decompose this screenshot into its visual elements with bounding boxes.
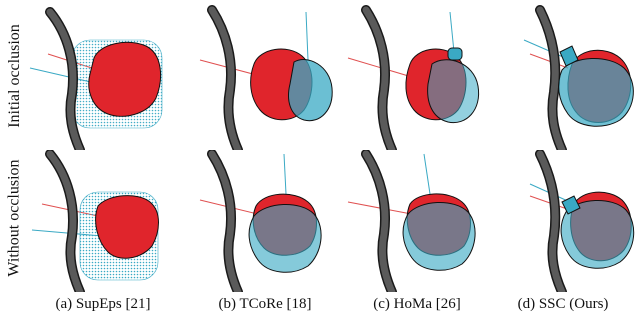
stem: [208, 6, 242, 150]
axis-ray-red: [529, 53, 569, 69]
caption-ssc: (d) SSC (Ours): [517, 296, 609, 312]
shape-estimate: [558, 57, 634, 127]
panel-ssc-initial: [490, 4, 639, 150]
shape-estimate: [427, 59, 480, 124]
fruit: [95, 195, 159, 259]
stem: [362, 150, 396, 292]
shape-estimate: [402, 201, 476, 271]
panel-homa-initial: [342, 4, 492, 150]
stem: [46, 8, 84, 150]
panel-supeps-full: [28, 150, 178, 292]
stem: [536, 150, 566, 292]
shape-estimate: [248, 203, 322, 273]
panel-ssc-full: [490, 150, 639, 292]
stem: [362, 6, 396, 150]
axis-ray-cyan: [449, 11, 455, 53]
panel-tcore-initial: [190, 4, 340, 150]
stem: [208, 150, 242, 292]
panel-tcore-full: [190, 150, 340, 292]
axis-ray-cyan: [305, 11, 309, 61]
stem: [536, 6, 566, 150]
shape-estimate: [560, 199, 635, 269]
peduncle-estimate: [559, 45, 579, 67]
peduncle-estimate: [447, 47, 463, 61]
row-label-initial-occlusion: Initial occlusion: [6, 24, 23, 128]
panel-homa-full: [342, 150, 492, 292]
axis-ray-cyan: [423, 153, 431, 195]
caption-homa: (c) HoMa [26]: [373, 296, 461, 312]
caption-tcore: (b) TCoRe [18]: [218, 296, 312, 312]
caption-supeps: (a) SupEps [21]: [55, 296, 151, 312]
peduncle-estimate: [561, 195, 581, 215]
row-label-without-occlusion: Without occlusion: [6, 159, 23, 277]
panel-supeps-initial: [28, 4, 178, 150]
shape-estimate: [288, 59, 333, 122]
stem: [46, 150, 84, 292]
fruit: [88, 42, 162, 117]
axis-ray-cyan: [283, 153, 287, 195]
